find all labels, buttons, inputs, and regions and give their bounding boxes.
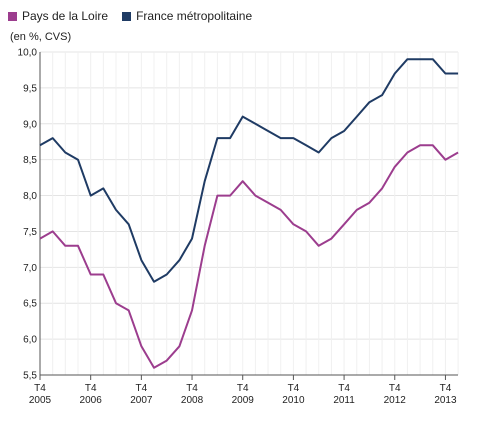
x-tick-quarter: T4: [288, 383, 300, 394]
y-tick-label: 9,5: [23, 83, 37, 94]
legend-swatch-pays-de-la-loire: [8, 11, 17, 21]
y-tick-label: 9,0: [23, 119, 37, 130]
x-tick-quarter: T4: [186, 383, 198, 394]
unit-label: (en %, CVS): [10, 31, 72, 43]
x-tick-quarter: T4: [338, 383, 350, 394]
x-tick-quarter: T4: [85, 383, 97, 394]
x-tick-quarter: T4: [440, 383, 452, 394]
x-tick-year: 2010: [282, 395, 305, 406]
y-tick-label: 6,5: [23, 299, 37, 310]
x-tick-quarter: T4: [34, 383, 46, 394]
x-tick-year: 2006: [80, 395, 103, 406]
x-tick-quarter: T4: [136, 383, 148, 394]
x-tick-year: 2012: [384, 395, 407, 406]
y-tick-label: 10,0: [18, 48, 38, 59]
x-tick-quarter: T4: [389, 383, 401, 394]
x-tick-quarter: T4: [237, 383, 249, 394]
x-tick-year: 2007: [130, 395, 153, 406]
series-line-pays-de-la-loire: [39, 144, 459, 369]
x-tick-year: 2005: [29, 395, 52, 406]
legend-item-france-metropolitaine: France métropolitaine: [122, 9, 252, 23]
x-tick-year: 2013: [434, 395, 457, 406]
series-line-france-metropolitaine: [39, 58, 459, 283]
legend-label-france-metropolitaine: France métropolitaine: [136, 9, 253, 23]
x-tick-year: 2011: [333, 395, 355, 406]
y-tick-label: 7,0: [23, 263, 37, 274]
y-tick-label: 5,5: [23, 371, 37, 382]
legend-swatch-france-metropolitaine: [122, 11, 132, 21]
y-tick-label: 6,0: [23, 335, 37, 346]
legend-label-pays-de-la-loire: Pays de la Loire: [22, 9, 109, 23]
y-tick-label: 8,5: [23, 155, 37, 166]
x-tick-year: 2009: [232, 395, 255, 406]
y-tick-label: 8,0: [23, 191, 37, 202]
y-tick-label: 7,5: [23, 227, 37, 238]
legend: Pays de la Loire France métropolitaine: [8, 9, 252, 23]
legend-item-pays-de-la-loire: Pays de la Loire: [8, 9, 108, 23]
x-tick-year: 2008: [181, 395, 204, 406]
